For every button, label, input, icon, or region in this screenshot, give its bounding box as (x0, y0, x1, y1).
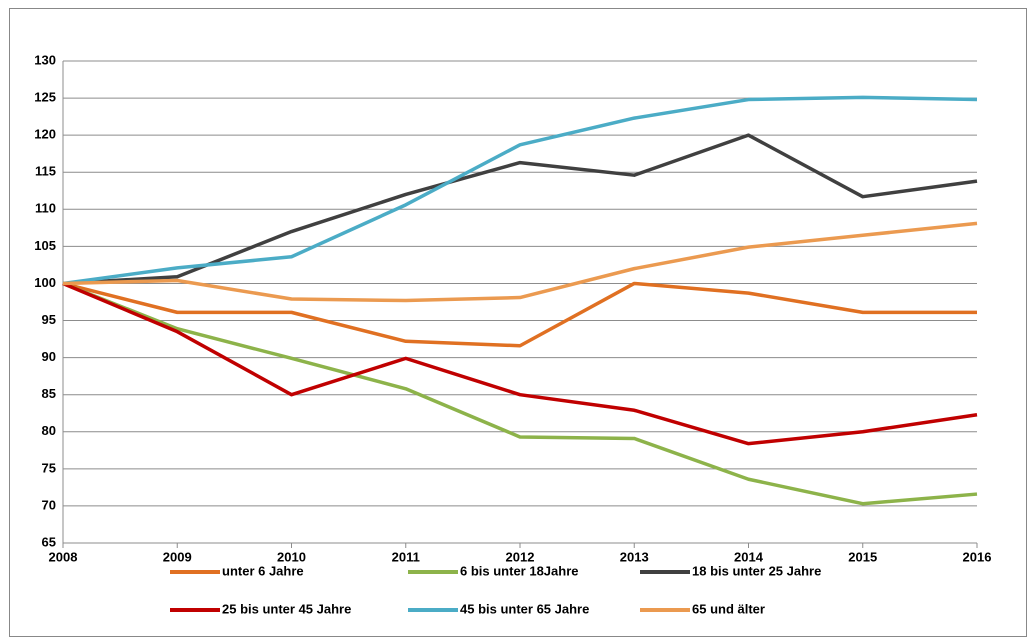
legend-label: unter 6 Jahre (222, 563, 304, 578)
legend-label: 6 bis unter 18Jahre (460, 563, 579, 578)
y-tick-label: 105 (34, 238, 56, 253)
y-tick-label: 125 (34, 90, 56, 105)
series-line (62, 281, 978, 506)
series-line (62, 281, 977, 348)
y-tick-label: 120 (34, 127, 56, 142)
series-line (62, 133, 978, 286)
x-tick-label: 2013 (620, 549, 649, 564)
x-tick-label: 2015 (848, 549, 877, 564)
x-tick-label: 2014 (734, 549, 764, 564)
x-tick-label: 2008 (49, 549, 78, 564)
y-tick-label: 95 (42, 312, 56, 327)
series-line (62, 221, 978, 303)
x-tick-label: 2011 (392, 549, 420, 564)
chart-frame (9, 8, 1027, 637)
y-tick-label: 80 (42, 423, 56, 438)
legend-label: 18 bis unter 25 Jahre (692, 563, 821, 578)
x-tick-label: 2016 (963, 549, 992, 564)
series-line (62, 95, 978, 286)
y-tick-label: 90 (42, 349, 56, 364)
legend-label: 25 bis unter 45 Jahre (222, 601, 351, 616)
y-tick-label: 65 (42, 534, 56, 549)
y-tick-label: 115 (35, 164, 56, 179)
legend-label: 65 und älter (692, 601, 765, 616)
x-tick-label: 2012 (506, 549, 535, 564)
y-tick-label: 85 (42, 386, 56, 401)
x-tick-label: 2010 (277, 549, 306, 564)
y-tick-label: 110 (35, 201, 56, 216)
y-tick-label: 100 (34, 275, 56, 290)
series-line (62, 281, 978, 446)
y-tick-label: 70 (42, 497, 56, 512)
y-tick-label: 75 (42, 460, 56, 475)
legend-label: 45 bis unter 65 Jahre (460, 601, 589, 616)
x-tick-label: 2009 (163, 549, 192, 564)
y-tick-label: 130 (34, 52, 56, 67)
